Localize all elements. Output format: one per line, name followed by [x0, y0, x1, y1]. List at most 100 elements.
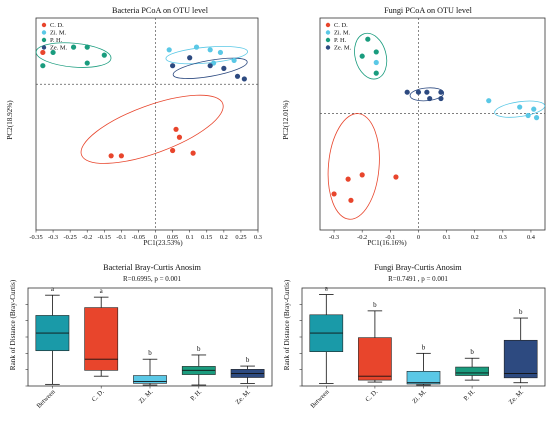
x-tick-label: -0.3 [329, 234, 339, 241]
chart-title: Fungi PCoA on OTU level [384, 6, 473, 15]
data-point [424, 89, 430, 95]
significance-letter: b [519, 308, 523, 316]
x-tick-label: -0.35 [29, 234, 42, 241]
x-tick-label: -0.3 [48, 234, 58, 241]
x-tick-label: 0.05 [167, 234, 178, 241]
chart-title: Bacteria PCoA on OTU level [112, 6, 209, 15]
data-point [217, 49, 224, 56]
significance-letter: b [148, 349, 152, 357]
data-point [427, 95, 433, 102]
data-point [118, 153, 124, 159]
confidence-ellipse [354, 32, 388, 80]
confidence-ellipse [494, 100, 546, 118]
confidence-ellipse [409, 87, 445, 102]
legend-label: C. D. [334, 22, 348, 29]
data-point [359, 53, 365, 59]
data-point [170, 147, 176, 154]
chart-title: Fungi Bray-Curtis Anosim [374, 263, 462, 272]
data-point [404, 89, 410, 95]
y-axis-label: Rank of Distance (Bray-Curtis) [283, 279, 291, 370]
data-point [533, 115, 540, 121]
category-label: C. D. [364, 388, 379, 403]
x-tick-label: 0.25 [235, 234, 246, 241]
category-label: P. H. [463, 388, 477, 402]
bacterial-anosim-panel: Bacterial Bray-Curtis Anosim R=0.6995, p… [9, 263, 273, 410]
category-label: Between [309, 388, 331, 410]
data-point [101, 52, 107, 58]
data-point [486, 98, 492, 104]
data-point [187, 55, 193, 61]
significance-letter: a [325, 285, 329, 293]
data-point [50, 49, 56, 56]
significance-letter: b [470, 348, 474, 356]
data-point [207, 47, 213, 53]
legend-label: Zi. M. [334, 30, 351, 37]
x-axis-label: PC1(23.53%) [143, 239, 183, 247]
significance-letter: b [373, 301, 377, 309]
data-point [241, 76, 247, 82]
data-point [393, 174, 399, 180]
data-point [525, 112, 531, 119]
legend-marker [41, 22, 47, 28]
x-tick-label: 0.1 [443, 234, 451, 241]
chart-title: Bacterial Bray-Curtis Anosim [103, 263, 201, 272]
x-tick-label: 0.3 [254, 234, 262, 241]
category-label: Between [36, 388, 58, 410]
x-tick-label: 0.4 [527, 234, 536, 241]
legend-marker [325, 37, 331, 43]
legend-marker [325, 45, 331, 50]
y-axis-label: PC2(18.92%) [6, 100, 14, 140]
fungi-anosim-panel: Fungi Bray-Curtis Anosim R=0.7491 , p = … [283, 263, 546, 410]
significance-letter: b [197, 345, 201, 353]
category-label: C. D. [91, 388, 106, 403]
legend-label: P. H. [50, 37, 63, 44]
y-axis-label: PC2(12.01%) [282, 100, 290, 140]
data-point [173, 126, 179, 132]
x-axis-label: PC1(16.16%) [367, 239, 407, 247]
data-point [359, 172, 365, 178]
category-label: Zi. M. [138, 388, 155, 405]
data-point [40, 49, 46, 56]
legend-label: C. D. [50, 22, 64, 29]
data-point [373, 59, 379, 66]
significance-letter: b [422, 343, 426, 351]
plot-frame [35, 17, 259, 231]
legend-marker [41, 30, 47, 35]
legend-label: Ze. M. [334, 45, 352, 52]
legend-label: P. H. [334, 37, 347, 44]
confidence-ellipse [165, 46, 249, 65]
x-tick-label: -0.1 [385, 234, 395, 241]
category-label: P. H. [189, 388, 203, 402]
box [84, 307, 119, 371]
legend-marker [325, 22, 331, 28]
data-point [84, 60, 90, 66]
x-tick-label: -0.2 [357, 234, 367, 241]
bacteria-pcoa-panel: Bacteria PCoA on OTU level PC1(23.53%) P… [6, 6, 262, 247]
data-point [207, 63, 213, 69]
legend-marker [41, 45, 47, 50]
box [406, 370, 441, 385]
data-point [345, 176, 351, 182]
fungi-pcoa-panel: Fungi PCoA on OTU level PC1(16.16%) PC2(… [282, 6, 546, 247]
data-point [231, 57, 237, 64]
confidence-ellipse [35, 42, 112, 68]
x-tick-label: 0 [154, 234, 157, 241]
x-tick-label: -0.25 [63, 234, 76, 241]
data-point [190, 150, 196, 156]
data-point [70, 44, 77, 50]
data-point [438, 95, 444, 102]
x-tick-label: 0.1 [186, 234, 194, 241]
data-point [331, 191, 337, 197]
data-point [221, 65, 227, 71]
x-tick-label: 0 [417, 234, 420, 241]
y-axis-label: Rank of Distance (Bray-Curtis) [9, 279, 17, 370]
significance-letter: a [51, 285, 55, 293]
legend-marker [325, 30, 331, 35]
category-label: Ze. M. [508, 388, 526, 406]
category-label: Zi. M. [411, 388, 428, 405]
data-point [438, 89, 444, 95]
x-tick-label: -0.05 [132, 234, 145, 241]
significance-letter: b [246, 356, 250, 364]
data-point [348, 197, 354, 203]
x-tick-label: 0.3 [499, 234, 507, 241]
